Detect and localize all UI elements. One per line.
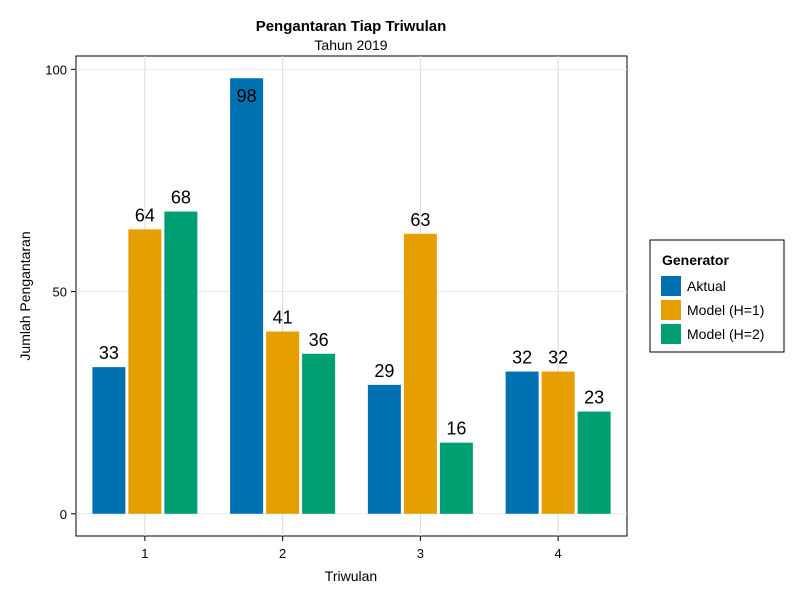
bar: [505, 371, 539, 514]
data-label: 33: [99, 343, 119, 363]
x-tick-label: 2: [279, 546, 286, 561]
data-label: 41: [273, 308, 293, 328]
legend-item-label: Aktual: [687, 278, 726, 294]
data-label: 64: [135, 205, 155, 225]
bar: [302, 353, 336, 514]
legend-swatch: [661, 276, 681, 296]
x-tick-label: 3: [417, 546, 424, 561]
data-label: 98: [237, 86, 257, 106]
bar: [230, 78, 264, 514]
plot-frame: [75, 55, 628, 537]
legend-item-label: Model (H=1): [687, 302, 764, 318]
bar: [403, 233, 437, 514]
y-tick-label: 100: [45, 62, 67, 77]
bar: [577, 411, 611, 514]
bar: [164, 211, 198, 514]
bars: [92, 78, 611, 514]
bar: [128, 229, 162, 514]
legend-title: Generator: [662, 252, 729, 268]
x-axis-ticks: 1 2 3 4: [141, 536, 562, 561]
data-label: 16: [446, 419, 466, 439]
bar: [92, 367, 126, 514]
y-tick-label: 50: [53, 285, 67, 300]
x-tick-label: 1: [141, 546, 148, 561]
bar: [266, 331, 300, 514]
y-axis-ticks: 0 50 100: [45, 62, 76, 522]
chart-subtitle: Tahun 2019: [314, 37, 387, 53]
y-tick-label: 0: [60, 507, 67, 522]
data-labels: 33 64 68 98 41 36 29 63 16 32 32 23: [99, 86, 604, 438]
data-label: 32: [548, 348, 568, 368]
x-axis-label: Triwulan: [325, 568, 377, 584]
legend-item-label: Model (H=2): [687, 326, 764, 342]
data-label: 32: [512, 348, 532, 368]
legend-swatch: [661, 300, 681, 320]
legend: Generator Aktual Model (H=1) Model (H=2): [649, 239, 785, 353]
bar: [439, 442, 473, 514]
data-label: 68: [171, 188, 191, 208]
data-label: 23: [584, 388, 604, 408]
y-axis-label: Jumlah Pengantaran: [17, 231, 33, 360]
chart-title: Pengantaran Tiap Triwulan: [256, 18, 447, 35]
data-label: 36: [309, 330, 329, 350]
data-label: 29: [374, 361, 394, 381]
x-tick-label: 4: [555, 546, 562, 561]
bar: [367, 384, 401, 514]
data-label: 63: [410, 210, 430, 230]
bar: [541, 371, 575, 514]
legend-swatch: [661, 324, 681, 344]
